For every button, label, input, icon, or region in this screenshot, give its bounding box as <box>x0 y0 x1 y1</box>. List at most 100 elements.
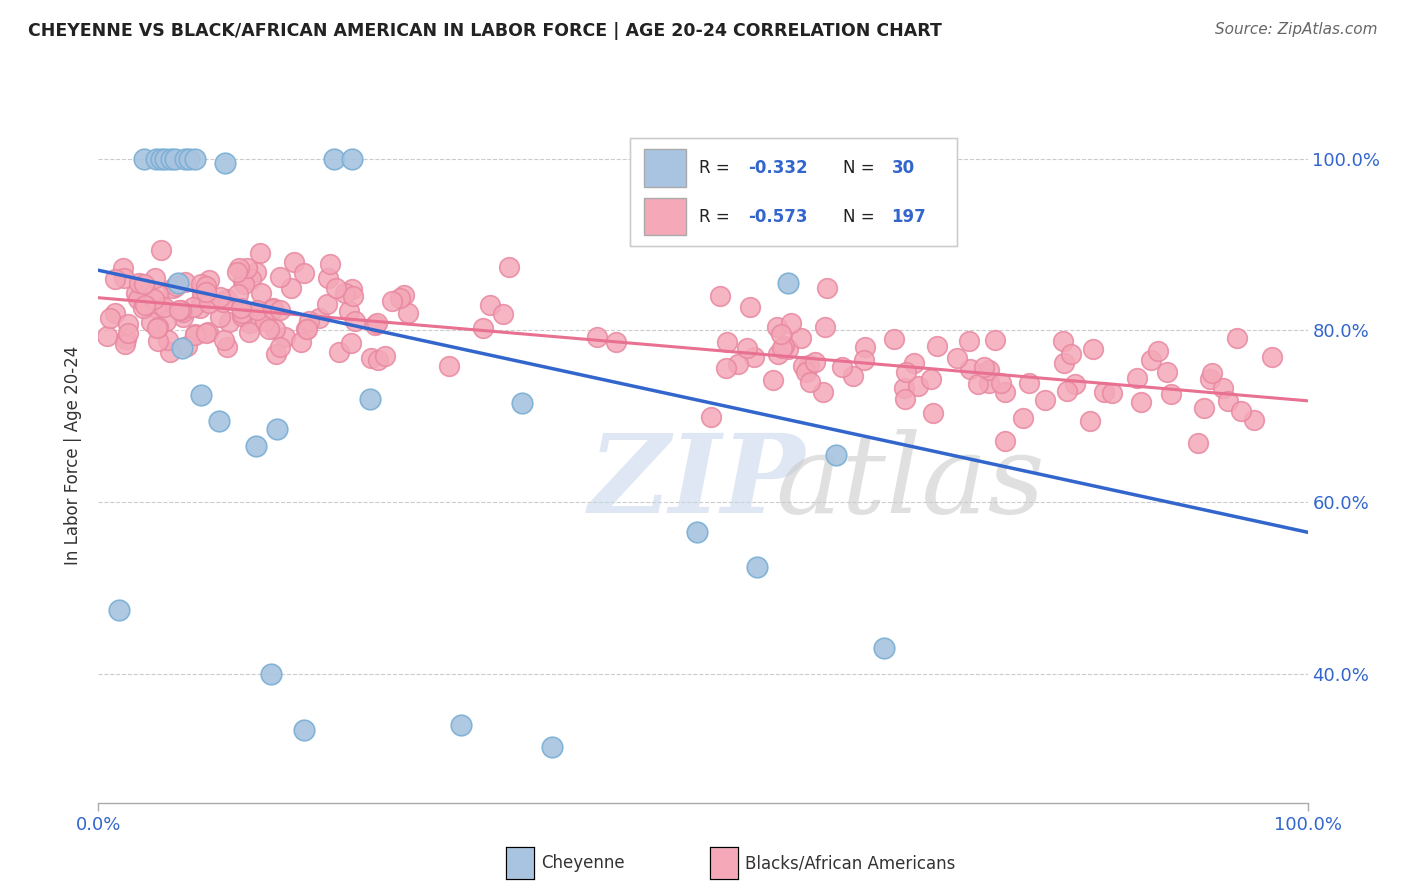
Point <box>226 286 249 301</box>
Point <box>323 152 346 166</box>
Point <box>374 349 396 363</box>
Point <box>212 333 235 347</box>
Point <box>155 314 177 328</box>
Point <box>853 340 876 354</box>
Point <box>250 285 273 300</box>
Point <box>605 334 627 349</box>
Point <box>96 329 118 343</box>
Point <box>172 310 194 324</box>
Point <box>238 325 260 339</box>
Point <box>215 293 238 307</box>
Text: R =: R = <box>699 159 735 177</box>
Point <box>108 602 131 616</box>
Point <box>1226 331 1249 345</box>
Point <box>165 278 187 293</box>
Point <box>769 326 792 341</box>
Point <box>1261 350 1284 364</box>
Point <box>143 292 166 306</box>
Point <box>240 272 263 286</box>
Point <box>214 156 236 170</box>
Point <box>747 559 769 574</box>
Point <box>510 396 533 410</box>
Point <box>333 286 356 301</box>
Point <box>211 295 233 310</box>
Point <box>295 322 318 336</box>
Point <box>780 316 803 330</box>
Y-axis label: In Labor Force | Age 20-24: In Labor Force | Age 20-24 <box>65 345 83 565</box>
Point <box>197 296 219 310</box>
Point <box>797 358 820 372</box>
Point <box>190 277 212 291</box>
Point <box>586 330 609 344</box>
Point <box>188 301 211 315</box>
Point <box>298 313 321 327</box>
Point <box>134 152 156 166</box>
Point <box>183 326 205 341</box>
Point <box>1146 343 1168 358</box>
Point <box>1243 413 1265 427</box>
Point <box>100 310 122 325</box>
Point <box>198 273 221 287</box>
Text: -0.332: -0.332 <box>748 159 807 177</box>
Point <box>148 320 170 334</box>
Point <box>927 339 949 353</box>
Point <box>360 392 382 406</box>
Text: 197: 197 <box>891 208 927 226</box>
Point <box>959 334 981 348</box>
Point <box>274 330 297 344</box>
Point <box>766 347 789 361</box>
Point <box>541 739 564 754</box>
Point <box>325 281 347 295</box>
Point <box>217 340 239 354</box>
Point <box>115 332 138 346</box>
Point <box>225 265 247 279</box>
Text: CHEYENNE VS BLACK/AFRICAN AMERICAN IN LABOR FORCE | AGE 20-24 CORRELATION CHART: CHEYENNE VS BLACK/AFRICAN AMERICAN IN LA… <box>28 22 942 40</box>
Point <box>825 448 848 462</box>
Point <box>231 310 253 324</box>
Point <box>799 376 821 390</box>
Point <box>148 297 170 311</box>
Point <box>1018 376 1040 391</box>
Point <box>1053 356 1076 370</box>
Point <box>174 276 197 290</box>
Point <box>159 345 181 359</box>
Point <box>762 373 785 387</box>
Point <box>172 305 194 319</box>
Point <box>1199 372 1222 386</box>
Point <box>342 152 364 166</box>
Text: Cheyenne: Cheyenne <box>541 855 624 872</box>
Point <box>946 351 969 365</box>
Point <box>1092 385 1115 400</box>
Point <box>366 316 388 330</box>
Point <box>790 331 813 345</box>
Point <box>340 335 363 350</box>
Point <box>903 356 925 370</box>
Point <box>269 302 291 317</box>
Point <box>492 307 515 321</box>
Point <box>111 261 134 276</box>
Point <box>1187 436 1209 450</box>
Point <box>340 282 363 296</box>
Point <box>290 335 312 350</box>
Point <box>714 361 737 376</box>
Text: R =: R = <box>699 208 735 226</box>
Point <box>128 277 150 291</box>
Point <box>766 320 789 334</box>
Point <box>308 310 330 325</box>
Point <box>973 359 995 374</box>
Point <box>229 301 252 316</box>
Point <box>208 290 231 304</box>
Point <box>183 300 205 314</box>
Point <box>994 434 1017 449</box>
Bar <box>644 149 686 187</box>
Point <box>266 422 288 436</box>
Point <box>176 338 198 352</box>
Point <box>1229 403 1251 417</box>
Point <box>125 286 148 301</box>
Point <box>381 293 404 308</box>
Point <box>894 392 917 406</box>
Point <box>194 279 217 293</box>
Point <box>150 152 173 166</box>
Point <box>959 362 981 376</box>
Point <box>1212 381 1234 395</box>
